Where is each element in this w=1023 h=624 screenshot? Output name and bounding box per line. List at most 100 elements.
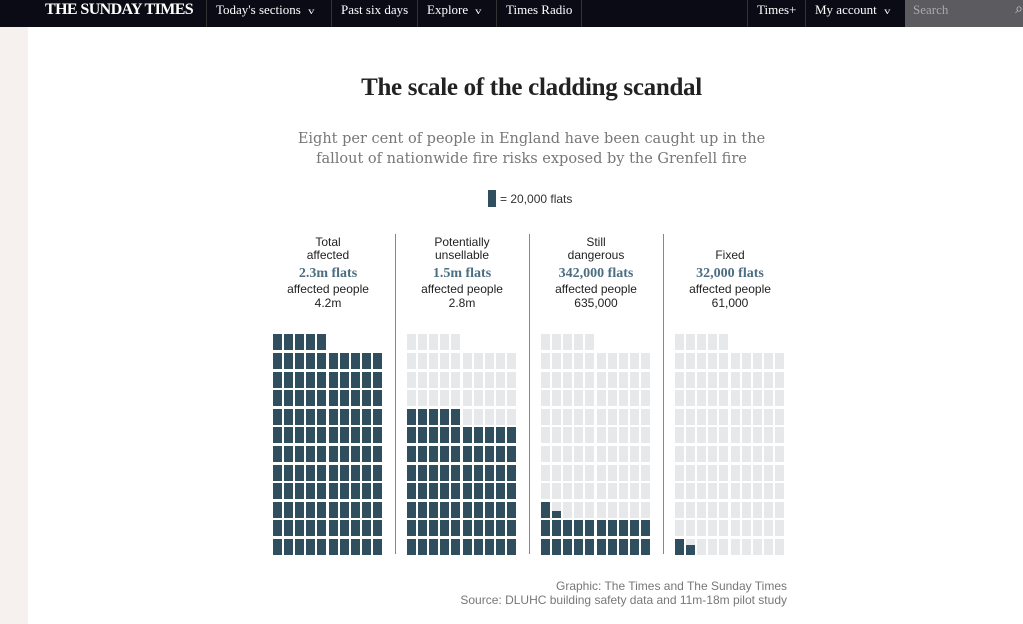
waffle-tile-filled — [407, 483, 416, 500]
waffle-tile-filled — [495, 446, 505, 462]
waffle-tile-empty — [752, 408, 762, 425]
waffle-tile-empty — [774, 371, 784, 388]
panel-divider — [395, 234, 396, 554]
waffle-tile-filled — [273, 427, 282, 444]
waffle-tile-empty — [552, 446, 562, 462]
site-logo[interactable]: THE SUNDAY TIMES — [45, 1, 194, 18]
chart-subtitle: Eight per cent of people in England have… — [0, 129, 1023, 169]
waffle-tile-empty — [541, 408, 550, 425]
search-icon[interactable]: ⌕ — [1015, 2, 1023, 17]
panel-2: Still dangerous 342,000 flats affected pe… — [529, 234, 663, 311]
waffle-tile-empty — [462, 408, 472, 425]
waffle-tile-empty — [506, 390, 516, 407]
waffle-tile-filled — [317, 408, 327, 425]
waffle-tile-filled — [339, 464, 349, 481]
waffle-tile-empty — [708, 539, 718, 555]
waffle-tile-empty — [640, 371, 650, 388]
waffle-tile-filled — [429, 464, 439, 481]
waffle-tile-empty — [407, 353, 416, 369]
waffle-tile-filled — [372, 483, 382, 500]
waffle-tile-empty — [618, 501, 628, 518]
waffle-tile-filled — [372, 464, 382, 481]
waffle-tile-empty — [596, 464, 606, 481]
nav-times-plus[interactable]: Times+ — [747, 0, 805, 27]
waffle-tile-filled — [339, 501, 349, 518]
waffle-tile-filled — [506, 501, 516, 518]
waffle-tile-empty — [640, 390, 650, 407]
waffle-tile-filled — [350, 371, 360, 388]
waffle-tile-filled — [339, 390, 349, 407]
search-input[interactable]: Search ⌕ — [905, 0, 1023, 27]
waffle-tile-empty — [618, 371, 628, 388]
waffle-tile-filled — [429, 446, 439, 462]
waffle-tile-filled — [484, 446, 494, 462]
panel-1: Potentially unsellable 1.5m flats affecte… — [395, 234, 529, 311]
waffle-tile-empty — [686, 390, 696, 407]
waffle-tile-empty — [618, 353, 628, 369]
waffle-tile-empty — [440, 334, 450, 351]
waffle-tile-filled — [350, 539, 360, 555]
waffle-tile-empty — [686, 464, 696, 481]
waffle-tile-empty — [541, 371, 550, 388]
waffle-tile-filled — [284, 334, 294, 351]
waffle-tile-filled — [541, 501, 550, 518]
waffle-tile-filled — [372, 539, 382, 555]
waffle-tile-filled — [295, 520, 305, 537]
waffle-tile-empty — [473, 390, 483, 407]
waffle-tile-empty — [506, 408, 516, 425]
waffle-tile-empty — [675, 408, 684, 425]
waffle-tile-filled — [306, 539, 316, 555]
waffle-tile-empty — [763, 464, 773, 481]
waffle-tile-empty — [563, 483, 573, 500]
waffle-tile-filled — [328, 483, 338, 500]
chevron-down-icon: v — [883, 6, 891, 16]
waffle-tile-filled — [418, 539, 428, 555]
nav-explore[interactable]: Explore v — [417, 0, 490, 27]
waffle-tile-filled — [361, 427, 371, 444]
source-note: Source: DLUHC building safety data and 1… — [460, 593, 787, 607]
waffle-tile-filled — [574, 520, 584, 537]
waffle-tile-filled — [350, 353, 360, 369]
waffle-tile-filled — [495, 520, 505, 537]
waffle-tile-empty — [596, 408, 606, 425]
nav-times-radio[interactable]: Times Radio — [496, 0, 582, 27]
waffle-tile-empty — [563, 464, 573, 481]
nav-todays-sections[interactable]: Today's sections v — [206, 0, 322, 27]
waffle-tile-empty — [585, 464, 595, 481]
nav-label: My account — [815, 2, 877, 17]
waffle-tile-empty — [741, 483, 751, 500]
waffle-tile-empty — [697, 408, 707, 425]
waffle-tile-empty — [541, 464, 550, 481]
waffle-tile-empty — [708, 390, 718, 407]
waffle-tile-filled — [295, 539, 305, 555]
waffle-tile-filled — [462, 501, 472, 518]
waffle-tile-empty — [697, 539, 707, 555]
waffle-tile-empty — [596, 371, 606, 388]
waffle-tile-empty — [741, 446, 751, 462]
waffle-tile-filled — [317, 390, 327, 407]
waffle-tile-empty — [585, 390, 595, 407]
nav-my-account[interactable]: My account v — [805, 0, 898, 27]
waffle-tile-filled — [506, 427, 516, 444]
nav-past-six-days[interactable]: Past six days — [331, 0, 417, 27]
waffle-tile-filled — [295, 501, 305, 518]
waffle-tile-filled — [273, 539, 282, 555]
waffle-tile-filled — [284, 539, 294, 555]
waffle-tile-filled — [418, 501, 428, 518]
waffle-tile-empty — [675, 334, 684, 351]
waffle-tile-filled — [317, 353, 327, 369]
waffle-tile-filled — [440, 446, 450, 462]
waffle-tile-filled — [574, 539, 584, 555]
nav-label: Explore — [427, 2, 469, 17]
panel-people-label: affected people — [555, 282, 637, 296]
waffle-tile-empty — [440, 390, 450, 407]
waffle-tile-empty — [763, 353, 773, 369]
waffle-tile-filled — [350, 464, 360, 481]
waffle-tile-filled — [462, 520, 472, 537]
waffle-tile-empty — [418, 353, 428, 369]
waffle-tile-empty — [675, 483, 684, 500]
panel-label-line: Still — [586, 235, 606, 249]
waffle-tile-empty — [774, 520, 784, 537]
waffle-tile-filled — [306, 408, 316, 425]
waffle-tile-filled — [473, 501, 483, 518]
